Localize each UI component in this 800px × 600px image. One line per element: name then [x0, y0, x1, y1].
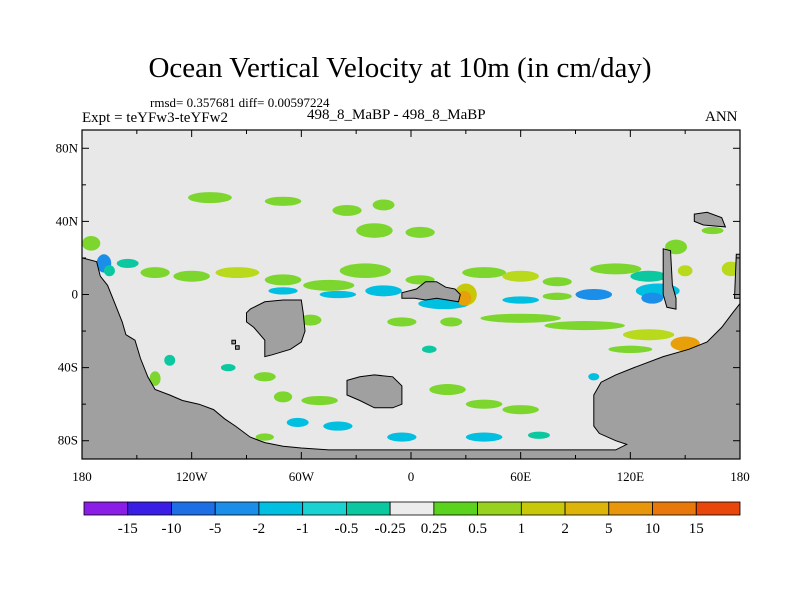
- anomaly-patch-5: [406, 227, 435, 238]
- land-tiny-islet-2: [236, 346, 240, 350]
- anomaly-patch-59: [588, 373, 599, 380]
- colorbar: [84, 502, 740, 515]
- anomaly-patch-10: [140, 267, 169, 278]
- colorbar-box-14: [696, 502, 740, 515]
- colorbar-box-8: [434, 502, 478, 515]
- colorbar-box-4: [259, 502, 303, 515]
- colorbar-label-11: 5: [605, 521, 613, 537]
- colorbar-label-8: 0.5: [468, 521, 487, 537]
- anomaly-patch-52: [323, 422, 352, 431]
- anomaly-patch-45: [254, 372, 276, 381]
- lon-tick-label: 180: [72, 469, 92, 484]
- anomaly-patch-43: [387, 317, 416, 326]
- anomaly-patch-11: [173, 271, 210, 282]
- colorbar-label-6: -0.25: [375, 521, 406, 537]
- anomaly-patch-37: [480, 314, 560, 323]
- anomaly-patch-15: [303, 280, 354, 291]
- colorbar-box-2: [171, 502, 215, 515]
- colorbar-box-0: [84, 502, 128, 515]
- colorbar-label-0: -15: [118, 521, 138, 537]
- colorbar-box-10: [521, 502, 565, 515]
- colorbar-box-3: [215, 502, 259, 515]
- colorbar-label-5: -0.5: [335, 521, 359, 537]
- lon-tick-label: 180: [730, 469, 750, 484]
- anomaly-patch-12: [215, 267, 259, 278]
- anomaly-patch-1: [265, 197, 302, 206]
- colorbar-box-1: [128, 502, 172, 515]
- anomaly-patch-13: [265, 274, 302, 285]
- anomaly-patch-35: [702, 227, 724, 234]
- anomaly-patch-54: [466, 432, 503, 441]
- map-figure: 80N40N040S80S 180 120W 60W 0 60E 120E 180 -15-…: [0, 0, 800, 600]
- anomaly-patch-50: [502, 405, 539, 414]
- anomaly-patch-38: [544, 321, 624, 330]
- anomaly-patch-30: [630, 271, 667, 282]
- anomaly-patch-28: [576, 289, 613, 300]
- anomaly-patch-9: [117, 259, 139, 268]
- anomaly-patch-51: [287, 418, 309, 427]
- colorbar-label-1: -10: [161, 521, 181, 537]
- anomaly-patch-61: [422, 346, 437, 353]
- colorbar-box-11: [565, 502, 609, 515]
- colorbar-label-3: -2: [253, 521, 266, 537]
- anomaly-patch-34: [678, 265, 693, 276]
- anomaly-patch-39: [623, 329, 674, 340]
- anomaly-patch-24: [502, 271, 539, 282]
- anomaly-patch-6: [82, 236, 100, 251]
- anomaly-patch-0: [188, 192, 232, 203]
- lat-tick-label: 80S: [58, 433, 78, 448]
- colorbar-label-4: -1: [296, 521, 309, 537]
- anomaly-patch-29: [590, 263, 641, 274]
- colorbar-box-5: [303, 502, 347, 515]
- anomaly-patch-47: [301, 396, 338, 405]
- anomaly-patch-46: [274, 391, 292, 402]
- anomaly-patch-25: [543, 277, 572, 286]
- anomaly-patch-55: [528, 432, 550, 439]
- anomaly-patch-56: [256, 433, 274, 440]
- anomaly-patch-3: [373, 199, 395, 210]
- anomaly-patch-14: [268, 287, 297, 294]
- colorbar-label-12: 10: [645, 521, 660, 537]
- anomaly-patch-16: [340, 263, 391, 278]
- colorbar-label-13: 15: [689, 521, 704, 537]
- lat-tick-label: 40N: [56, 213, 79, 228]
- colorbar-box-9: [478, 502, 522, 515]
- anomaly-patch-2: [332, 205, 361, 216]
- anomaly-patch-18: [365, 285, 402, 296]
- land-tiny-islet-1: [232, 340, 236, 344]
- colorbar-labels: -15 -10 -5 -2 -1 -0.5 -0.25 0.25 0.5 1 2 5 10 15: [118, 521, 704, 537]
- anomaly-patch-32: [641, 293, 663, 304]
- lat-tick-label: 80N: [56, 140, 79, 155]
- colorbar-label-9: 1: [518, 521, 526, 537]
- anomaly-patch-26: [502, 296, 539, 303]
- anomaly-patch-48: [429, 384, 466, 395]
- colorbar-label-10: 2: [561, 521, 569, 537]
- lon-tick-label: 60W: [289, 469, 315, 484]
- anomaly-patch-23: [462, 267, 506, 278]
- colorbar-box-12: [609, 502, 653, 515]
- anomaly-patch-49: [466, 400, 503, 409]
- lon-tick-label: 60E: [510, 469, 531, 484]
- colorbar-box-7: [390, 502, 434, 515]
- colorbar-box-13: [653, 502, 697, 515]
- anomaly-patch-41: [608, 346, 652, 353]
- lon-tick-label: 120W: [176, 469, 209, 484]
- colorbar-label-2: -5: [209, 521, 222, 537]
- lon-tick-label: 0: [408, 469, 415, 484]
- lat-tick-label: 0: [72, 287, 79, 302]
- anomaly-patch-27: [543, 293, 572, 300]
- anomaly-patch-4: [356, 223, 393, 238]
- colorbar-label-7: 0.25: [421, 521, 447, 537]
- anomaly-patch-8: [104, 265, 115, 276]
- lat-tick-label: 40S: [58, 360, 78, 375]
- anomaly-patch-17: [320, 291, 357, 298]
- anomaly-patch-60: [221, 364, 236, 371]
- anomaly-patch-44: [440, 317, 462, 326]
- colorbar-box-6: [346, 502, 390, 515]
- anomaly-patch-58: [164, 355, 175, 366]
- anomaly-patch-53: [387, 432, 416, 441]
- lon-tick-label: 120E: [617, 469, 645, 484]
